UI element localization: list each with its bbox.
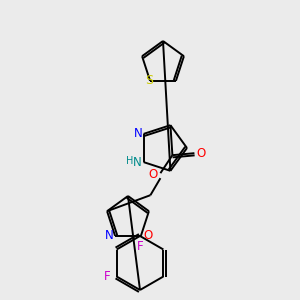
Text: F: F bbox=[137, 239, 143, 253]
Text: N: N bbox=[105, 229, 113, 242]
Text: O: O bbox=[143, 229, 153, 242]
Text: N: N bbox=[133, 156, 142, 169]
Text: O: O bbox=[149, 168, 158, 181]
Text: F: F bbox=[104, 270, 111, 283]
Text: O: O bbox=[197, 147, 206, 160]
Text: H: H bbox=[126, 156, 133, 166]
Text: N: N bbox=[134, 128, 143, 140]
Text: S: S bbox=[145, 74, 153, 87]
